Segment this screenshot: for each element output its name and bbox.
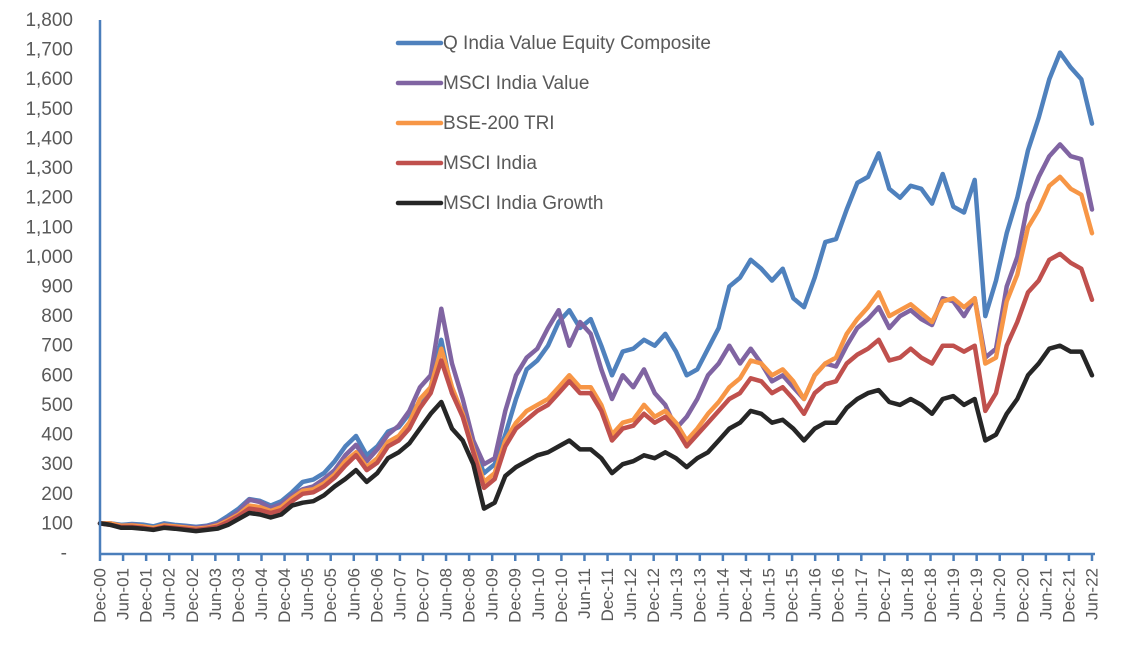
legend-label: Q India Value Equity Composite bbox=[443, 33, 711, 54]
legend-label: BSE-200 TRI bbox=[443, 113, 555, 134]
x-axis-ticks: Dec-00 Jun-01 Dec-01 Jun-02 Dec-02 Jun-03 Dec-… bbox=[90, 554, 1101, 623]
x-tick-label: Dec-14 bbox=[736, 568, 755, 623]
y-tick-label: 1,400 bbox=[25, 128, 73, 149]
x-tick-label: Jun-12 bbox=[621, 568, 640, 620]
legend: Q India Value Equity Composite MSCI India… bbox=[395, 33, 711, 214]
x-tick-label: Dec-20 bbox=[1013, 568, 1032, 623]
x-tick-label: Dec-11 bbox=[598, 568, 617, 622]
y-axis-ticks: - 100 200 300 400 500 600 700 800 900 1,000 1,100 1,… bbox=[25, 10, 73, 564]
x-tick-label: Dec-21 bbox=[1059, 568, 1078, 623]
x-tick-label: Jun-13 bbox=[667, 568, 686, 620]
x-tick-label: Jun-02 bbox=[160, 568, 179, 620]
legend-label: MSCI India Value bbox=[443, 73, 589, 94]
x-tick-label: Dec-02 bbox=[183, 568, 202, 623]
x-tick-label: Jun-11 bbox=[575, 568, 594, 619]
series-line-bse-200-tri bbox=[97, 174, 1095, 531]
y-tick-label: 1,000 bbox=[25, 247, 73, 268]
y-tick-label: 1,500 bbox=[25, 99, 73, 120]
series-line-msci-india bbox=[97, 251, 1095, 533]
y-tick-label: 800 bbox=[41, 306, 73, 327]
series-line-msci-india-growth bbox=[97, 343, 1095, 534]
x-tick-label: Dec-16 bbox=[829, 568, 848, 623]
y-tick-label: 500 bbox=[41, 395, 73, 416]
x-tick-label: Jun-06 bbox=[344, 568, 363, 620]
x-tick-label: Jun-05 bbox=[298, 568, 317, 620]
y-tick-label: 700 bbox=[41, 336, 73, 357]
x-tick-label: Jun-03 bbox=[206, 568, 225, 620]
x-tick-label: Dec-18 bbox=[921, 568, 940, 623]
x-tick-label: Dec-00 bbox=[90, 568, 109, 623]
y-tick-label: 1,300 bbox=[25, 158, 73, 179]
legend-label: MSCI India bbox=[443, 153, 537, 174]
y-tick-label: 1,700 bbox=[25, 40, 73, 61]
x-tick-label: Jun-19 bbox=[944, 568, 963, 620]
x-tick-label: Dec-03 bbox=[229, 568, 248, 623]
y-tick-label: 1,800 bbox=[25, 10, 73, 31]
x-tick-label: Jun-20 bbox=[990, 568, 1009, 620]
y-tick-label: 300 bbox=[41, 454, 73, 475]
y-tick-label: 1,600 bbox=[25, 69, 73, 90]
y-tick-label: 400 bbox=[41, 425, 73, 446]
series-line-msci-india-value bbox=[97, 142, 1095, 531]
x-tick-label: Jun-16 bbox=[806, 568, 825, 620]
x-tick-label: Dec-12 bbox=[644, 568, 663, 623]
x-tick-label: Jun-14 bbox=[713, 568, 732, 620]
y-tick-label: - bbox=[61, 543, 67, 564]
x-tick-label: Dec-06 bbox=[367, 568, 386, 623]
x-tick-label: Jun-18 bbox=[898, 568, 917, 620]
x-tick-label: Dec-09 bbox=[506, 568, 525, 623]
y-tick-label: 100 bbox=[41, 513, 73, 534]
x-tick-label: Dec-17 bbox=[875, 568, 894, 623]
x-tick-label: Jun-21 bbox=[1036, 568, 1055, 620]
x-tick-label: Dec-10 bbox=[552, 568, 571, 623]
y-tick-label: 1,100 bbox=[25, 217, 73, 238]
x-tick-label: Jun-07 bbox=[390, 568, 409, 620]
x-tick-label: Dec-19 bbox=[967, 568, 986, 623]
legend-label: MSCI India Growth bbox=[443, 193, 604, 214]
x-tick-label: Jun-10 bbox=[529, 568, 548, 620]
x-tick-label: Jun-09 bbox=[483, 568, 502, 620]
y-tick-label: 900 bbox=[41, 277, 73, 298]
x-tick-label: Jun-08 bbox=[437, 568, 456, 620]
x-tick-label: Dec-15 bbox=[783, 568, 802, 623]
x-tick-label: Jun-22 bbox=[1082, 568, 1101, 620]
y-tick-label: 1,200 bbox=[25, 188, 73, 209]
x-tick-label: Jun-17 bbox=[852, 568, 871, 620]
y-tick-label: 200 bbox=[41, 484, 73, 505]
x-tick-label: Jun-15 bbox=[760, 568, 779, 620]
x-tick-label: Dec-01 bbox=[137, 568, 156, 623]
y-tick-label: 600 bbox=[41, 365, 73, 386]
x-tick-label: Dec-08 bbox=[460, 568, 479, 623]
x-tick-label: Jun-01 bbox=[114, 568, 133, 620]
series-layer bbox=[97, 50, 1095, 534]
x-tick-label: Dec-04 bbox=[275, 568, 294, 623]
x-tick-label: Jun-04 bbox=[252, 568, 271, 620]
x-tick-label: Dec-13 bbox=[690, 568, 709, 623]
x-tick-label: Dec-05 bbox=[321, 568, 340, 623]
x-tick-label: Dec-07 bbox=[413, 568, 432, 623]
